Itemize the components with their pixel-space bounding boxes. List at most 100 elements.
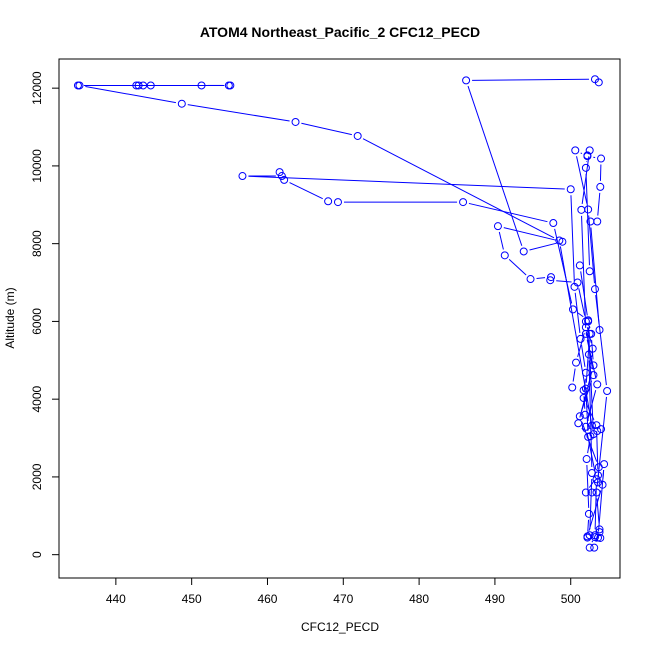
data-point — [590, 285, 599, 294]
data-point — [575, 261, 584, 270]
data-point — [589, 371, 598, 380]
series-segment — [468, 202, 548, 223]
series-segment — [598, 470, 605, 532]
data-point — [569, 305, 577, 314]
series-segment — [572, 368, 576, 382]
data-point — [575, 412, 584, 421]
data-point — [558, 237, 567, 246]
data-point — [593, 380, 602, 389]
series-segment — [576, 156, 588, 204]
data-point — [549, 219, 558, 228]
data-point — [581, 368, 590, 377]
x-axis-label: CFC12_PECD — [301, 620, 379, 634]
series-segment — [536, 277, 546, 279]
y-tick-label: 6000 — [30, 308, 44, 335]
data-point — [600, 460, 609, 469]
data-point — [177, 99, 186, 108]
series-segment — [586, 465, 590, 508]
data-point — [324, 197, 333, 206]
data-point — [238, 172, 247, 181]
data-point — [581, 410, 590, 419]
data-point — [566, 185, 575, 194]
data-point — [597, 425, 606, 434]
series-segment — [581, 427, 586, 433]
series-segment — [503, 227, 557, 241]
data-point — [587, 329, 596, 338]
data-point — [573, 278, 582, 287]
data-point — [596, 182, 605, 191]
data-point — [584, 350, 593, 359]
data-point — [280, 175, 289, 184]
data-point — [333, 198, 342, 207]
data-point — [572, 358, 581, 367]
series-segment — [362, 138, 555, 239]
data-point — [586, 432, 595, 441]
data-point — [595, 525, 604, 534]
series-segment — [577, 312, 584, 318]
data-point — [589, 361, 598, 370]
series-segment — [590, 227, 600, 325]
y-tick-label: 8000 — [30, 230, 44, 257]
data-point — [586, 217, 595, 226]
series-segment — [596, 431, 599, 470]
series-segment — [589, 479, 593, 530]
data-point — [592, 421, 601, 430]
data-point — [197, 81, 206, 90]
data-point — [585, 543, 594, 552]
series-segment — [289, 182, 323, 200]
series-segment — [570, 195, 575, 281]
series-segment — [301, 122, 352, 136]
data-point — [275, 168, 284, 177]
data-point — [585, 531, 594, 540]
series-points — [73, 75, 612, 552]
data-point — [581, 323, 590, 332]
data-point — [353, 131, 362, 140]
data-point — [593, 427, 602, 436]
data-point — [587, 469, 596, 478]
series-segment — [587, 519, 590, 532]
series-segment — [591, 540, 594, 543]
series-segment — [591, 339, 594, 360]
data-point — [590, 533, 599, 542]
data-point — [581, 488, 590, 497]
series-segment — [588, 360, 593, 468]
data-point — [277, 172, 286, 181]
series-segment — [583, 396, 586, 409]
series-segment — [602, 470, 605, 479]
data-point — [585, 267, 594, 276]
x-tick-label: 500 — [561, 592, 581, 606]
data-point — [579, 386, 588, 395]
data-point — [582, 455, 591, 464]
data-point — [547, 273, 556, 282]
data-point — [590, 543, 599, 552]
data-point — [597, 154, 606, 163]
y-axis-label: Altitude (m) — [3, 287, 17, 348]
data-point — [587, 488, 596, 497]
data-point — [598, 480, 607, 489]
series-segment — [578, 288, 586, 316]
series-segment — [508, 259, 527, 276]
data-point — [583, 152, 592, 161]
series-segment — [574, 292, 581, 334]
data-point — [581, 163, 590, 172]
y-tick-label: 2000 — [30, 463, 44, 490]
data-point — [595, 528, 604, 537]
data-point — [592, 488, 601, 497]
series-segment — [587, 441, 590, 454]
data-point — [576, 334, 585, 343]
series-segment — [597, 192, 601, 216]
data-point — [581, 384, 590, 393]
data-point — [134, 81, 143, 90]
chart-title: ATOM4 Northeast_Pacific_2 CFC12_PECD — [200, 24, 480, 40]
data-point — [584, 205, 593, 214]
data-point — [226, 81, 235, 90]
series-segment — [554, 228, 573, 304]
data-point — [526, 275, 535, 284]
y-tick-label: 12000 — [30, 71, 44, 105]
x-tick-label: 460 — [257, 592, 277, 606]
data-point — [462, 76, 471, 85]
data-point — [291, 117, 300, 126]
series-segment — [248, 175, 565, 190]
data-point — [132, 81, 141, 90]
